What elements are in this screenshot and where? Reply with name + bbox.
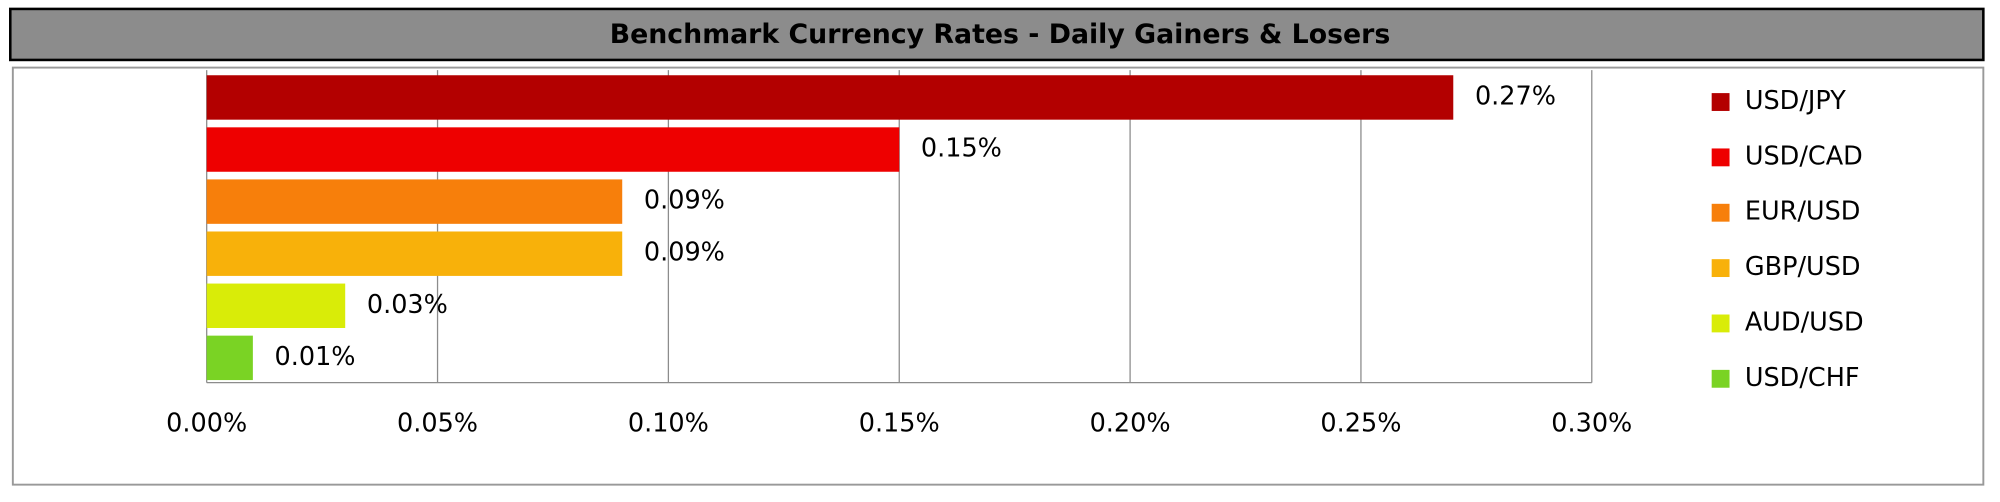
legend-swatch: [1711, 259, 1730, 278]
legend-label: EUR/USD: [1745, 197, 1861, 227]
bar: [206, 75, 1454, 120]
legend-swatch: [1711, 148, 1730, 167]
legend-swatch: [1711, 369, 1730, 388]
legend-swatch: [1711, 314, 1730, 333]
x-tick-label: 0.20%: [1090, 409, 1171, 439]
legend-label: AUD/USD: [1745, 307, 1864, 337]
legend-swatch: [1711, 93, 1730, 111]
x-tick-label: 0.30%: [1551, 409, 1632, 439]
legend-label: GBP/USD: [1745, 252, 1861, 282]
legend-label: USD/CHF: [1745, 363, 1860, 393]
value-label: 0.09%: [644, 238, 725, 268]
value-label: 0.01%: [275, 342, 356, 372]
x-tick-label: 0.10%: [628, 409, 709, 439]
x-tick-label: 0.15%: [859, 409, 940, 439]
value-label: 0.03%: [367, 290, 448, 320]
x-tick-label: 0.05%: [397, 409, 478, 439]
value-label: 0.09%: [644, 186, 725, 216]
x-tick-label: 0.25%: [1320, 409, 1401, 439]
bar: [206, 231, 623, 276]
bar: [206, 335, 253, 381]
legend-label: USD/JPY: [1745, 86, 1846, 116]
title-bar: [9, 7, 1985, 62]
value-label: 0.27%: [1475, 81, 1556, 111]
chart-title: Benchmark Currency Rates - Daily Gainers…: [610, 19, 1391, 50]
value-label: 0.15%: [921, 134, 1002, 164]
legend-label: USD/CAD: [1745, 141, 1863, 171]
legend-swatch: [1711, 203, 1730, 222]
bar: [206, 179, 623, 224]
bar: [206, 283, 346, 328]
x-tick-label: 0.00%: [166, 409, 247, 439]
bar: [206, 127, 900, 172]
